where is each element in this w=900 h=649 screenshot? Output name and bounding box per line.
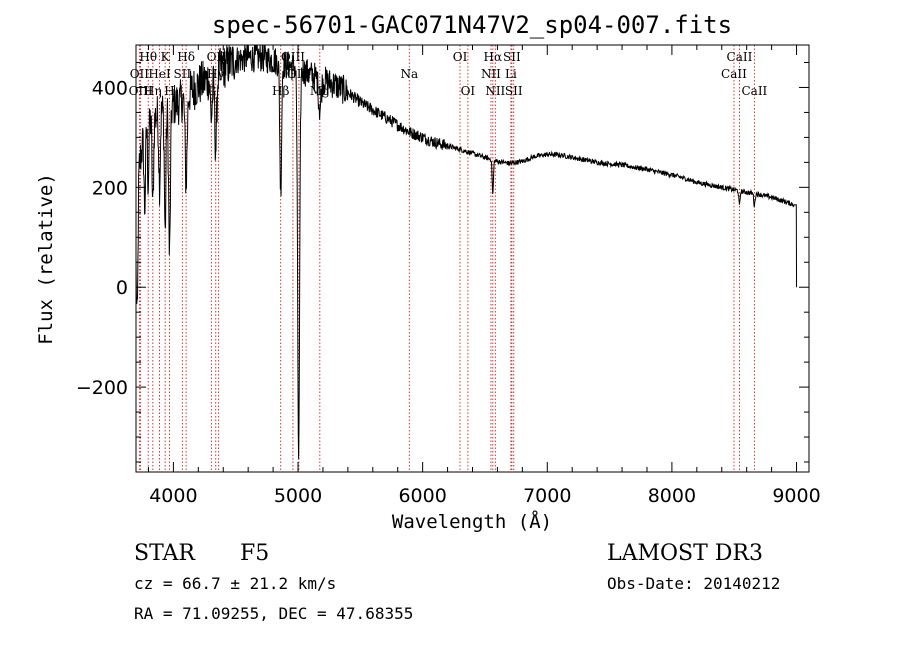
spectral-line-label: Hγ — [207, 67, 225, 81]
spectral-line-markers — [138, 45, 755, 472]
redshift-velocity: cz = 66.7 ± 21.2 km/s — [134, 574, 336, 593]
spectrum-line — [136, 45, 798, 460]
spectral-line-label: HeI — [148, 67, 171, 81]
spectral-line-label: Li — [505, 67, 517, 81]
spectral-line-label: CaII — [721, 67, 747, 81]
coordinates: RA = 71.09255, DEC = 47.68355 — [134, 604, 413, 623]
y-axis-title: Flux (relative) — [35, 173, 57, 345]
spectral-line-label: NII — [485, 84, 505, 98]
y-tick-label: 400 — [92, 77, 128, 99]
y-axis-ticks: −200 0 200 400 — [76, 61, 809, 463]
spectrum-group — [136, 45, 798, 460]
x-tick-label: 6000 — [398, 485, 446, 507]
spectral-line-label: G — [207, 84, 217, 98]
spectral-line-label: OI — [461, 84, 476, 98]
spectral-line-label: CaII — [741, 84, 767, 98]
observation-date: Obs-Date: 20140212 — [607, 574, 780, 593]
y-tick-label: 0 — [116, 277, 128, 299]
survey-name: LAMOST DR3 — [607, 541, 763, 566]
spectral-line-label: Hδ — [177, 50, 195, 64]
y-tick-label: −200 — [76, 377, 128, 399]
spectral-line-label: OIII — [129, 84, 153, 98]
spectral-line-label: OII — [130, 67, 150, 81]
spectral-line-label: SII — [505, 84, 523, 98]
object-subclass: F5 — [240, 541, 269, 566]
x-tick-label: 9000 — [772, 485, 820, 507]
x-tick-label: 5000 — [274, 485, 322, 507]
spectral-line-label: Hα — [484, 50, 503, 64]
spectral-line-label: Na — [400, 67, 418, 81]
x-tick-label: 8000 — [648, 485, 696, 507]
spectral-line-label: H — [164, 84, 174, 98]
spectral-line-label: NII — [481, 67, 501, 81]
y-tick-label: 200 — [92, 177, 128, 199]
spectral-line-label: CaII — [727, 50, 753, 64]
spectral-line-label: SII — [503, 50, 521, 64]
x-tick-label: 4000 — [149, 485, 197, 507]
spectral-line-label: K — [161, 50, 171, 64]
spectral-line-label: OI — [453, 50, 468, 64]
spectral-line-label: Hβ — [272, 84, 289, 98]
object-class: STAR — [134, 541, 196, 566]
x-axis-title: Wavelength (Å) — [392, 510, 552, 533]
x-tick-label: 7000 — [523, 485, 571, 507]
spectral-line-label: Hθ — [139, 50, 157, 64]
spectral-line-label: Hη — [144, 84, 162, 98]
plot-frame — [135, 44, 810, 473]
x-axis-ticks: 4000 5000 6000 7000 8000 9000 — [147, 45, 821, 507]
chart-title: spec-56701-GAC071N47V2_sp04-007.fits — [212, 11, 732, 39]
spectral-line-label: SII — [174, 67, 192, 81]
